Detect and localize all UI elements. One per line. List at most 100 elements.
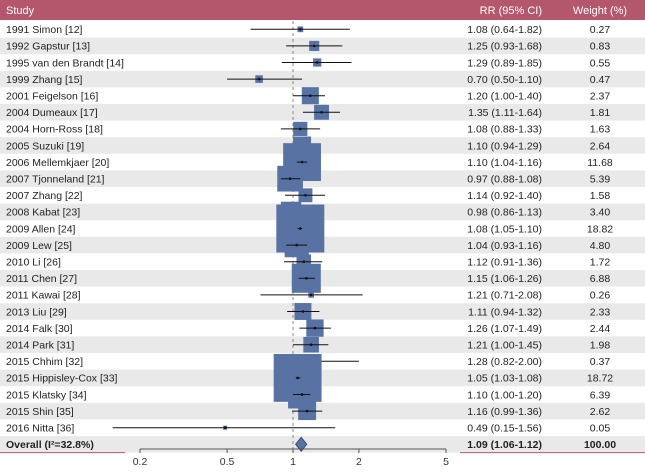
study-label: 2001 Feigelson [16]: [6, 91, 98, 103]
x-tick-label: 1: [290, 456, 296, 468]
study-label: 2004 Horn-Ross [18]: [6, 124, 103, 136]
study-rr-ci: 1.25 (0.93-1.68): [467, 41, 542, 53]
x-tick-label: 0.5: [220, 456, 235, 468]
point-estimate: [309, 293, 313, 297]
study-label: 2009 Allen [24]: [6, 223, 76, 235]
study-rr-ci: 0.70 (0.50-1.10): [467, 74, 542, 86]
study-label: 2015 Klatsky [34]: [6, 389, 87, 401]
study-rr-ci: 1.11 (0.94-1.32): [468, 306, 542, 318]
study-label: 2010 Li [26]: [6, 257, 61, 269]
study-weight: 2.33: [590, 306, 611, 318]
point-estimate: [309, 94, 312, 97]
plot-marks: [112, 21, 363, 453]
study-label: 1991 Simon [12]: [6, 24, 83, 36]
row-stripe: [0, 369, 645, 387]
study-label: 2016 Nitta [36]: [6, 423, 74, 435]
study-rr-ci: 1.28 (0.82-2.00): [467, 356, 542, 368]
x-tick-label: 2: [356, 456, 362, 468]
study-rr-ci: 1.12 (0.91-1.36): [467, 257, 542, 269]
point-estimate: [315, 61, 319, 64]
study-rr-ci: 0.49 (0.15-1.56): [467, 423, 542, 435]
study-weight: 1.81: [590, 107, 611, 119]
study-rr-ci: 1.04 (0.93-1.16): [467, 240, 542, 252]
point-estimate: [305, 409, 309, 413]
study-weight: 0.26: [590, 290, 611, 302]
study-rr-ci: 1.10 (1.04-1.16): [467, 157, 542, 169]
point-estimate: [301, 310, 305, 313]
study-rr-ci: 1.08 (0.88-1.33): [467, 124, 542, 136]
study-label: 2006 Mellemkjaer [20]: [6, 157, 109, 169]
study-weight: 2.44: [590, 323, 611, 335]
row-stripe: [0, 436, 645, 453]
study-weight: 0.83: [590, 41, 611, 53]
study-weight: 2.37: [590, 91, 611, 103]
study-weight: 1.63: [590, 124, 611, 136]
study-weight: 1.98: [590, 340, 611, 352]
study-rr-ci: 1.14 (0.92-1.40): [467, 190, 542, 202]
study-rr-ci: 1.21 (0.71-2.08): [467, 290, 542, 302]
point-estimate: [288, 177, 292, 180]
point-estimate: [302, 260, 306, 264]
study-label: 1992 Gapstur [13]: [6, 41, 90, 53]
study-rr-ci: 1.16 (0.99-1.36): [467, 406, 542, 418]
study-label: 1995 van den Brandt [14]: [6, 57, 124, 69]
point-estimate: [304, 277, 308, 280]
study-label: 2011 Kawai [28]: [6, 290, 81, 302]
study-rr-ci: 1.29 (0.89-1.85): [467, 57, 542, 69]
study-weight: 0.55: [590, 57, 611, 69]
study-label: 2007 Zhang [22]: [6, 190, 83, 202]
study-weight: 0.47: [590, 74, 611, 86]
point-estimate: [312, 44, 316, 48]
point-estimate: [223, 426, 227, 430]
study-label: 2015 Shin [35]: [6, 406, 74, 418]
x-axis: 0.2 0.5 1 2 5: [0, 448, 645, 468]
study-label: 2009 Lew [25]: [6, 240, 72, 252]
header-bar: [0, 0, 645, 20]
row-stripe: [0, 402, 645, 420]
study-weight: 0.05: [590, 423, 611, 435]
row-stripe: [0, 303, 645, 320]
study-weight: 3.40: [590, 207, 611, 219]
point-estimate: [309, 343, 313, 347]
point-estimate: [296, 376, 299, 380]
study-label: 2008 Kabat [23]: [6, 207, 80, 219]
point-estimate: [320, 111, 323, 114]
study-rr-ci: 1.21 (1.00-1.45): [467, 340, 542, 352]
x-tick-label: 5: [443, 456, 449, 468]
overall-label: Overall (I²=32.8%): [6, 439, 94, 451]
point-estimate: [313, 326, 317, 330]
point-estimate: [299, 28, 302, 31]
study-rr-ci: 1.10 (1.00-1.20): [467, 389, 542, 401]
study-rr-ci: 0.98 (0.86-1.13): [467, 207, 542, 219]
point-estimate: [295, 243, 299, 247]
point-estimate: [299, 127, 302, 131]
point-estimate: [257, 77, 261, 81]
study-weight: 18.72: [587, 373, 613, 385]
row-stripe: [0, 137, 645, 154]
header-rr: RR (95% CI): [480, 5, 542, 17]
header-study: Study: [6, 5, 35, 17]
study-weight: 2.64: [590, 140, 611, 152]
overall-weight: 100.00: [584, 439, 616, 451]
study-rr-ci: 1.08 (1.05-1.10): [467, 223, 542, 235]
study-weight: 5.39: [590, 174, 611, 186]
study-weight: 1.72: [590, 257, 611, 269]
study-label: 2004 Dumeaux [17]: [6, 107, 98, 119]
study-weight: 4.80: [590, 240, 611, 252]
study-label: 2015 Chhim [32]: [6, 356, 83, 368]
point-estimate: [299, 227, 302, 230]
study-rr-ci: 0.97 (0.88-1.08): [467, 174, 542, 186]
study-rr-ci: 1.08 (0.64-1.82): [467, 24, 542, 36]
study-weight: 0.27: [590, 24, 611, 36]
header-weight: Weight (%): [573, 5, 627, 17]
study-label: 2013 Liu [29]: [6, 306, 67, 318]
study-rr-ci: 1.20 (1.00-1.40): [467, 91, 542, 103]
study-label: 2007 Tjonneland [21]: [6, 174, 105, 186]
study-rows: 1991 Simon [12] 1.08 (0.64-1.82) 0.27 1992 …: [6, 24, 616, 451]
study-label: 2014 Falk [30]: [6, 323, 73, 335]
study-rr-ci: 1.35 (1.11-1.64): [468, 107, 542, 119]
study-weight: 18.82: [587, 223, 613, 235]
study-rr-ci: 1.05 (1.03-1.08): [467, 373, 542, 385]
point-estimate: [300, 393, 304, 396]
